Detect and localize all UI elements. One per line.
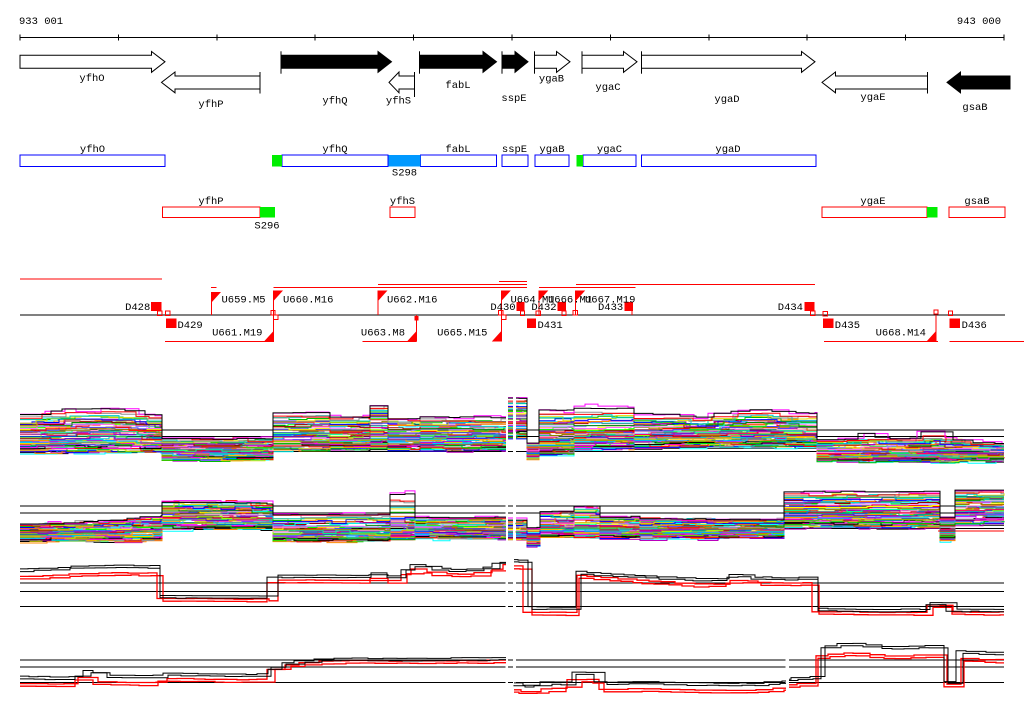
svg-text:U668.M14: U668.M14 — [876, 328, 926, 340]
svg-text:D428: D428 — [125, 302, 150, 314]
svg-text:yfhO: yfhO — [79, 73, 104, 85]
svg-text:943 000: 943 000 — [957, 16, 1001, 28]
svg-text:yfhQ: yfhQ — [322, 144, 347, 156]
svg-text:D436: D436 — [962, 320, 987, 332]
svg-text:U667.M19: U667.M19 — [585, 295, 635, 307]
svg-text:yfhS: yfhS — [390, 196, 415, 208]
svg-text:sspE: sspE — [501, 93, 526, 105]
svg-text:ygaD: ygaD — [715, 144, 740, 156]
svg-text:ygaC: ygaC — [597, 144, 622, 156]
svg-text:gsaB: gsaB — [962, 102, 987, 114]
svg-text:yfhO: yfhO — [80, 144, 105, 156]
svg-text:U659.M5: U659.M5 — [222, 295, 266, 307]
svg-text:U665.M15: U665.M15 — [437, 328, 487, 340]
svg-text:ygaB: ygaB — [539, 74, 564, 86]
svg-text:933 001: 933 001 — [19, 16, 63, 28]
svg-text:D429: D429 — [178, 320, 203, 332]
svg-text:yfhQ: yfhQ — [322, 95, 347, 107]
svg-text:D434: D434 — [778, 302, 803, 314]
svg-text:U662.M16: U662.M16 — [387, 295, 437, 307]
svg-text:S298: S298 — [392, 168, 417, 180]
svg-text:ygaE: ygaE — [860, 92, 885, 104]
svg-text:U663.M8: U663.M8 — [361, 328, 405, 340]
svg-text:ygaC: ygaC — [595, 82, 620, 94]
svg-text:U660.M16: U660.M16 — [283, 295, 333, 307]
svg-text:ygaE: ygaE — [860, 196, 885, 208]
svg-text:ygaB: ygaB — [539, 144, 564, 156]
svg-text:U661.M19: U661.M19 — [212, 328, 262, 340]
svg-text:fabL: fabL — [445, 80, 470, 92]
svg-text:yfhP: yfhP — [198, 99, 223, 111]
svg-text:D435: D435 — [835, 320, 860, 332]
svg-text:yfhS: yfhS — [386, 95, 411, 107]
svg-text:fabL: fabL — [445, 144, 470, 156]
svg-text:gsaB: gsaB — [964, 196, 989, 208]
svg-text:sspE: sspE — [502, 144, 527, 156]
svg-text:ygaD: ygaD — [714, 94, 739, 106]
svg-text:D431: D431 — [538, 320, 563, 332]
svg-text:yfhP: yfhP — [198, 196, 223, 208]
svg-text:S296: S296 — [254, 221, 279, 233]
